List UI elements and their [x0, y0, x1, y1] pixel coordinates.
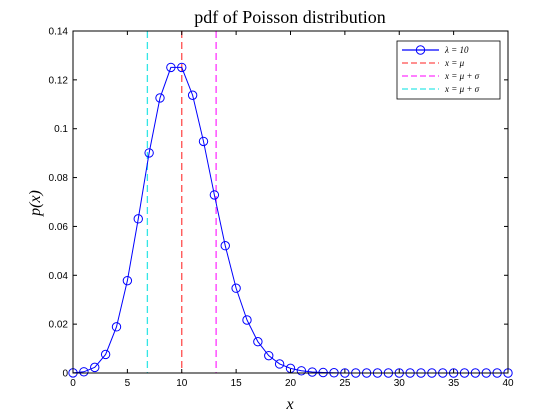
data-point: [307, 367, 317, 377]
x-tick-label: 40: [502, 378, 514, 389]
data-point: [79, 367, 89, 377]
data-point: [100, 349, 111, 360]
data-point: [155, 93, 165, 103]
data-point: [198, 136, 209, 147]
y-axis-label: p(x): [27, 190, 44, 217]
legend-label: x = μ + σ: [444, 84, 480, 94]
y-tick-label: 0.08: [49, 173, 69, 184]
y-tick-label: 0.04: [49, 271, 69, 282]
data-point: [133, 214, 143, 224]
data-point: [177, 62, 187, 73]
data-point: [220, 241, 230, 251]
data-point: [90, 362, 100, 373]
data-point: [242, 315, 252, 325]
x-tick-label: 10: [176, 378, 188, 389]
data-point: [111, 322, 122, 332]
legend-label: λ = 10: [444, 45, 469, 55]
y-tick-label: 0.06: [49, 222, 69, 233]
data-point: [187, 90, 198, 100]
data-point: [253, 337, 263, 347]
legend-label: x = μ: [444, 58, 465, 68]
x-tick-label: 35: [448, 378, 460, 389]
data-point: [231, 283, 241, 293]
x-tick-label: 30: [394, 378, 406, 389]
series-layer: [68, 62, 513, 378]
x-tick-label: 5: [125, 378, 131, 389]
x-tick-label: 0: [70, 378, 76, 389]
series-line: [72, 66, 508, 374]
x-axis-label: x: [285, 396, 293, 413]
y-tick-label: 0.02: [49, 320, 69, 331]
data-point: [122, 275, 133, 286]
y-tick-label: 0.1: [54, 124, 68, 135]
data-point: [209, 190, 220, 200]
legend-marker: [415, 45, 426, 55]
chart-title: pdf of Poisson distribution: [194, 7, 386, 27]
data-point: [264, 350, 274, 361]
x-tick-label: 25: [339, 378, 351, 389]
y-tick-label: 0.12: [49, 75, 69, 86]
x-tick-label: 20: [285, 378, 297, 389]
data-point: [144, 148, 154, 158]
data-point: [166, 62, 176, 73]
y-tick-label: 0: [62, 369, 68, 380]
data-point: [296, 366, 307, 376]
axis-ticks: 0 5 10 15 20 25 30 35 40 0 0.02 0.04 0.06 0.08 0.1 0.12…: [49, 27, 514, 390]
x-tick-label: 15: [231, 378, 243, 389]
data-point: [274, 359, 285, 369]
y-tick-label: 0.14: [49, 27, 69, 38]
reference-lines: [146, 31, 217, 373]
legend: λ = 10 x = μ x = μ + σ x = μ + σ: [396, 40, 501, 100]
legend-label: x = μ + σ: [444, 71, 480, 81]
